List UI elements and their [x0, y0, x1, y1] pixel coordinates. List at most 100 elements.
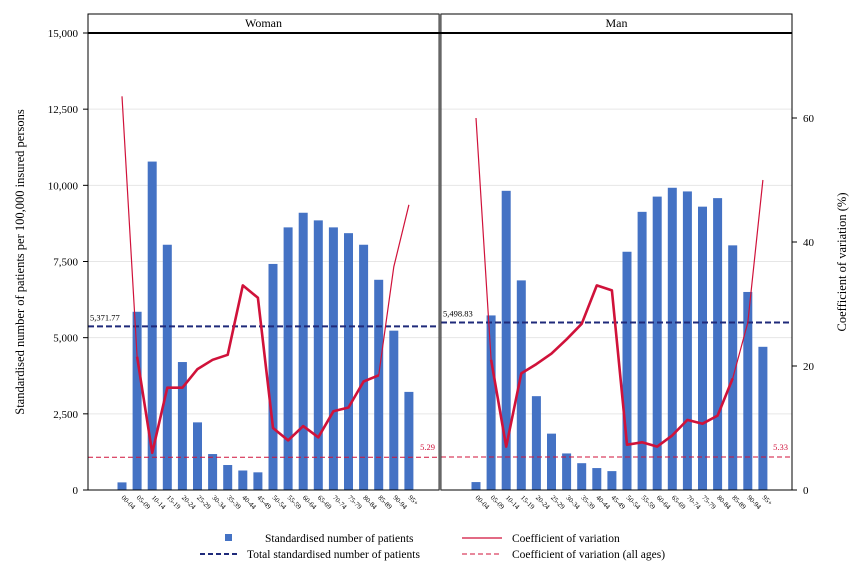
- bar: [162, 244, 172, 490]
- legend-label: Standardised number of patients: [265, 533, 414, 545]
- x-tick-label: 40-44: [240, 494, 258, 512]
- y2-tick-label: 20: [803, 361, 815, 373]
- y2-tick-label: 0: [803, 485, 809, 497]
- x-tick-label: 20-24: [534, 494, 552, 512]
- y-tick-label: 15,000: [48, 28, 79, 40]
- bar: [389, 330, 399, 490]
- bar: [313, 220, 323, 490]
- x-tick-label: 30-34: [210, 494, 228, 512]
- annotations: 5,371.77 5.29 5,498.83 5.33: [90, 308, 788, 452]
- bar: [404, 391, 414, 490]
- bar: [268, 263, 278, 490]
- x-tick-label: 55-59: [286, 494, 304, 512]
- panel-title: Man: [606, 16, 628, 30]
- total-label: 5,371.77: [90, 312, 120, 322]
- bar: [758, 346, 768, 490]
- x-tick-label: 60-64: [655, 494, 673, 512]
- x-tick-label: 75-79: [700, 494, 718, 512]
- legend-label: Total standardised number of patients: [247, 549, 420, 561]
- cv-line-bold: [489, 284, 734, 448]
- x-tick-label: 10-14: [504, 494, 522, 512]
- y-tick-label: 5,000: [53, 333, 78, 345]
- bar: [577, 463, 587, 490]
- bar: [637, 211, 647, 490]
- bar: [132, 311, 142, 490]
- x-tick-label: 50-54: [271, 494, 289, 512]
- x-tick-label: 05-09: [135, 494, 153, 512]
- bar: [592, 468, 602, 490]
- y-axis-title: Standardised number of patients per 100,…: [13, 109, 27, 415]
- bar: [283, 227, 293, 491]
- x-tick-label: 85-89: [376, 494, 394, 512]
- x-tick-label: 45-49: [609, 494, 627, 512]
- bar: [713, 198, 723, 490]
- bar: [253, 472, 263, 490]
- bar: [667, 187, 677, 490]
- bar: [117, 482, 127, 490]
- legend-label: Coefficient of variation: [512, 533, 620, 545]
- bar: [501, 190, 511, 491]
- bar: [607, 471, 617, 490]
- bar: [344, 233, 353, 490]
- x-tick-label: 70-74: [331, 494, 349, 512]
- bar: [531, 396, 541, 490]
- bar: [728, 245, 738, 490]
- y-tick-label: 2,500: [53, 409, 78, 421]
- x-tick-label: 65-69: [316, 494, 334, 512]
- bar: [652, 196, 662, 490]
- x-tick-label: 05-09: [489, 494, 507, 512]
- x-tick-label: 45-49: [255, 494, 273, 512]
- x-tick-label: 15-19: [519, 494, 537, 512]
- bar: [298, 212, 308, 490]
- cv-line-bold: [135, 284, 380, 455]
- x-tick-label: 25-29: [549, 494, 567, 512]
- x-tick-label: 40-44: [594, 494, 612, 512]
- bar: [486, 315, 496, 490]
- x-tick-label: 80-84: [715, 494, 733, 512]
- x-tick-label: 30-34: [564, 494, 582, 512]
- bar: [682, 191, 692, 490]
- bar: [359, 244, 369, 490]
- x-tick-label: 00-04: [120, 494, 138, 512]
- legend-label: Coefficient of variation (all ages): [512, 549, 665, 561]
- total-label: 5,498.83: [443, 308, 473, 318]
- bar: [562, 453, 572, 490]
- bar: [238, 470, 248, 490]
- bar: [622, 251, 632, 490]
- y-tick-label: 0: [73, 485, 79, 497]
- x-tick-label: 90-94: [745, 494, 763, 512]
- x-tick-label: 75-79: [346, 494, 364, 512]
- y-tick-label: 7,500: [53, 257, 78, 269]
- x-tick-label: 50-54: [625, 494, 643, 512]
- legend: Standardised number of patients Coefficie…: [200, 533, 665, 561]
- y2-axis-title: Coefficient of variation (%): [835, 193, 849, 332]
- x-tick-label: 00-04: [474, 494, 492, 512]
- x-tick-label: 80-84: [361, 494, 379, 512]
- bar: [208, 454, 218, 490]
- x-tick-label: 20-24: [180, 494, 198, 512]
- x-tick-label: 35-39: [579, 494, 597, 512]
- y2-tick-label: 60: [803, 113, 815, 125]
- x-tick-label: 55-59: [640, 494, 658, 512]
- x-tick-label: 60-64: [301, 494, 319, 512]
- x-tick-label: 85-89: [730, 494, 748, 512]
- bar: [177, 362, 187, 490]
- cv-all-label: 5.33: [773, 442, 788, 452]
- bar: [698, 206, 707, 490]
- x-tick-label: 25-29: [195, 494, 213, 512]
- bar: [743, 291, 753, 490]
- bar: [193, 422, 202, 490]
- bar: [374, 279, 384, 490]
- bar: [471, 482, 481, 490]
- bar: [223, 465, 233, 490]
- x-tick-label: 90-94: [391, 494, 409, 512]
- y-tick-label: 12,500: [48, 104, 79, 116]
- cv-all-label: 5.29: [420, 442, 435, 452]
- lines: [88, 96, 792, 458]
- x-tick-label: 70-74: [685, 494, 703, 512]
- bar: [328, 227, 338, 491]
- x-tick-label: 10-14: [150, 494, 168, 512]
- x-tick-label: 35-39: [225, 494, 243, 512]
- y-tick-label: 10,000: [48, 180, 79, 192]
